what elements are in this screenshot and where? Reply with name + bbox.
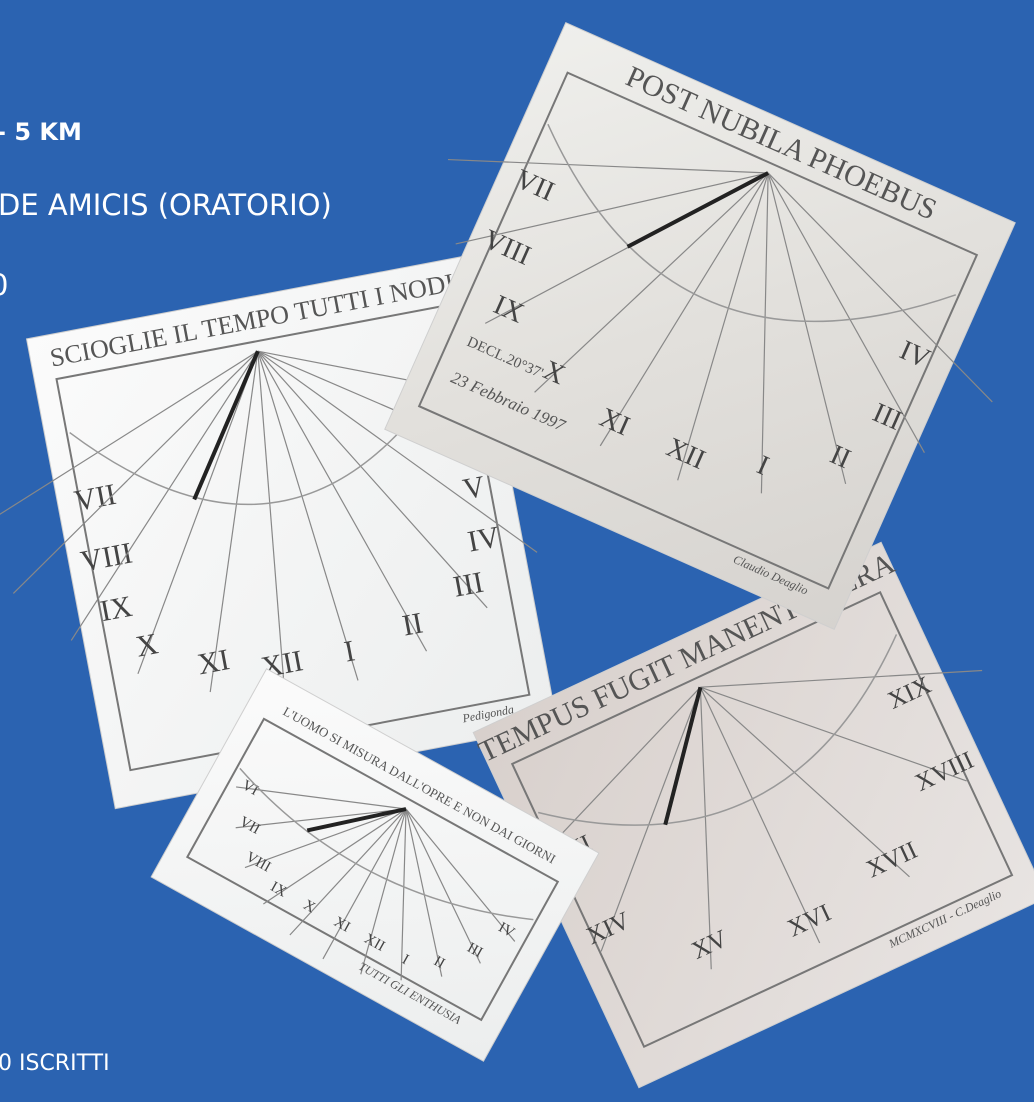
hour-line bbox=[257, 350, 538, 553]
hour-line bbox=[257, 350, 428, 652]
hour-line bbox=[455, 172, 769, 245]
hour-line bbox=[263, 808, 407, 905]
solstice-curve bbox=[547, 123, 957, 323]
hour-line bbox=[12, 350, 259, 594]
hour-line bbox=[677, 172, 769, 481]
hour-line bbox=[405, 808, 516, 942]
solstice-curve bbox=[239, 767, 534, 921]
solstice-curve bbox=[537, 634, 898, 826]
hour-numeral: III bbox=[464, 940, 485, 961]
distance: - 5 KM bbox=[0, 118, 82, 146]
hour-line bbox=[760, 172, 769, 494]
hour-line bbox=[137, 350, 259, 675]
time-fragment: 0 bbox=[0, 268, 8, 302]
hour-line bbox=[235, 808, 407, 829]
hour-numeral: VI bbox=[239, 777, 261, 799]
location: DE AMICIS (ORATORIO) bbox=[0, 188, 332, 222]
hour-line bbox=[599, 172, 769, 447]
hour-line bbox=[405, 808, 443, 977]
hour-numeral: IX bbox=[268, 879, 290, 901]
hour-line bbox=[699, 686, 821, 944]
hour-line bbox=[700, 669, 983, 688]
hour-line bbox=[322, 808, 407, 960]
hour-numeral: VII bbox=[72, 478, 119, 518]
hour-line bbox=[767, 172, 925, 453]
photo-background bbox=[384, 22, 1016, 630]
hour-numeral: IX bbox=[98, 590, 136, 628]
hour-line bbox=[400, 809, 407, 981]
hour-line bbox=[244, 808, 407, 869]
gnomon bbox=[192, 350, 260, 501]
hour-line bbox=[700, 686, 910, 878]
hour-line bbox=[209, 351, 259, 693]
hour-line bbox=[257, 351, 359, 681]
hour-line bbox=[447, 158, 769, 174]
hour-line bbox=[0, 350, 259, 536]
hour-line bbox=[534, 172, 769, 393]
hour-line bbox=[257, 351, 286, 695]
hour-line bbox=[360, 808, 407, 975]
hour-line bbox=[767, 172, 993, 403]
hour-line bbox=[70, 350, 259, 641]
gnomon bbox=[663, 686, 703, 826]
hour-numeral: III bbox=[451, 566, 487, 604]
hour-numeral: IV bbox=[465, 520, 503, 558]
registration: 0 ISCRITTI bbox=[0, 1051, 110, 1076]
gnomon bbox=[306, 807, 407, 833]
hour-line bbox=[405, 808, 481, 964]
dial-frame bbox=[417, 71, 979, 590]
hour-line bbox=[257, 350, 488, 609]
hour-line bbox=[600, 686, 701, 952]
hour-line bbox=[236, 786, 407, 810]
gnomon bbox=[626, 171, 770, 249]
hour-line bbox=[767, 172, 847, 485]
hour-numeral: XI bbox=[331, 914, 353, 936]
dial-frame bbox=[510, 591, 1014, 1049]
hour-line bbox=[699, 687, 712, 970]
hour-numeral: XI bbox=[195, 643, 232, 681]
hour-numeral: IV bbox=[496, 920, 518, 942]
hour-line bbox=[289, 808, 407, 936]
